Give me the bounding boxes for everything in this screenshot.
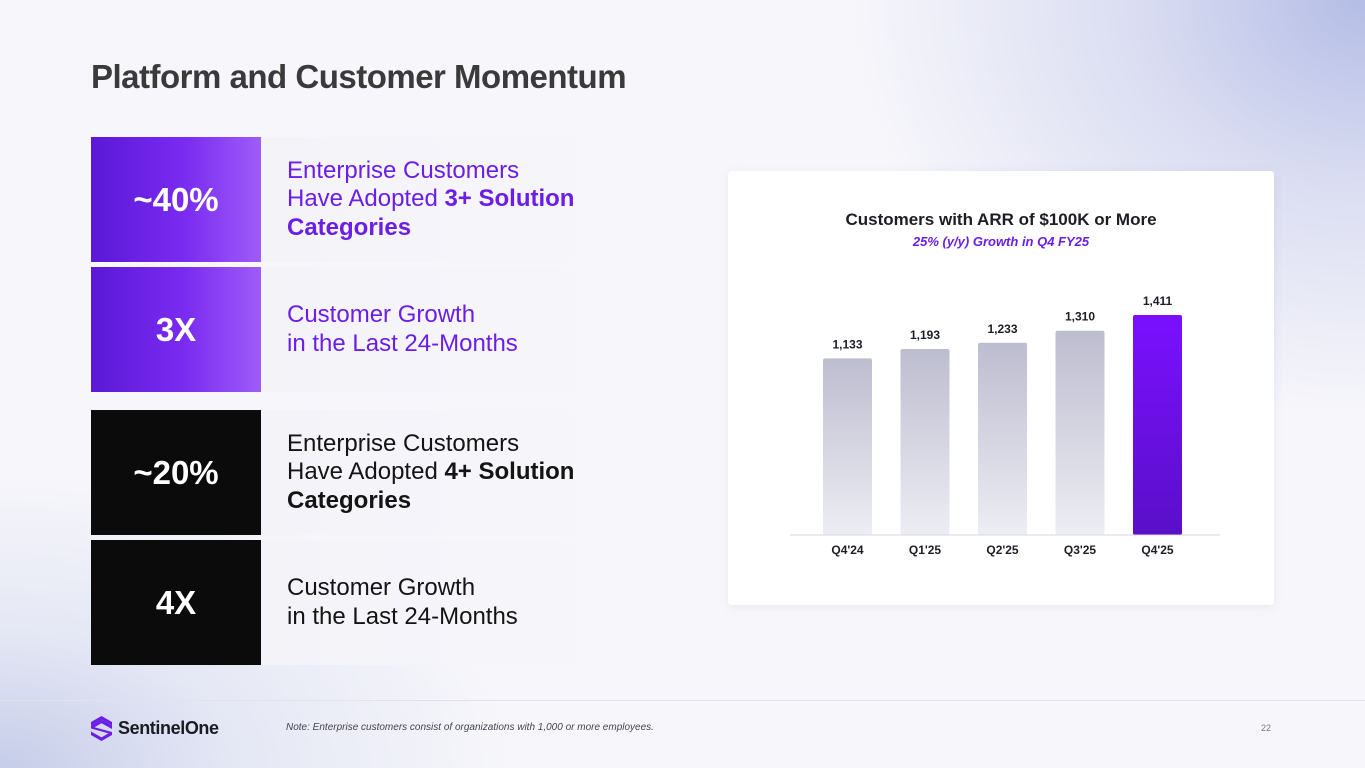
stat-desc-emphasis: Categories bbox=[287, 486, 412, 514]
stat-desc-line: in the Last 24-Months bbox=[287, 329, 518, 357]
footer-divider bbox=[0, 700, 1365, 701]
sentinelone-logo-icon bbox=[91, 716, 112, 741]
logo-text: SentinelOne bbox=[118, 718, 219, 738]
stat-desc-emphasis: 3+ Solution bbox=[444, 185, 575, 213]
x-tick-label: Q1'25 bbox=[909, 543, 942, 557]
data-label: 1,310 bbox=[1065, 310, 1095, 324]
x-tick-label: Q2'25 bbox=[986, 543, 1019, 557]
data-label: 1,233 bbox=[987, 322, 1017, 336]
stat-desc-text: Have Adopted bbox=[287, 185, 445, 213]
stat-desc-line: Customer Growth bbox=[287, 301, 476, 328]
stat-desc-line: Customer Growth bbox=[287, 574, 476, 601]
stat-desc-emphasis: 4+ Solution bbox=[444, 458, 575, 486]
stat-desc-line: Have Adopted 3+ Solution bbox=[287, 185, 627, 214]
stat-card-solution-adoption-3plus: ~40% Enterprise Customers Have Adopted 3… bbox=[91, 137, 637, 262]
x-tick-label: Q4'25 bbox=[1141, 543, 1174, 557]
data-label: 1,193 bbox=[910, 328, 940, 342]
x-tick-label: Q4'24 bbox=[831, 543, 864, 557]
stat-desc-line: Categories bbox=[287, 214, 627, 243]
x-tick-label: Q3'25 bbox=[1064, 543, 1097, 557]
bar-Q1'25 bbox=[900, 348, 950, 535]
footnote: Note: Enterprise customers consist of or… bbox=[286, 722, 654, 733]
stat-desc-line: Enterprise Customers bbox=[287, 429, 520, 457]
stat-description: Customer Growth in the Last 24-Months bbox=[287, 540, 627, 665]
chart-card: Customers with ARR of $100K or More 25% … bbox=[728, 171, 1274, 605]
data-label: 1,411 bbox=[1143, 294, 1173, 308]
stat-desc-line: in the Last 24-Months bbox=[287, 602, 518, 630]
stat-desc-text: Have Adopted bbox=[287, 458, 445, 486]
bar-Q3'25 bbox=[1055, 330, 1105, 535]
stat-description: Enterprise Customers Have Adopted 4+ Sol… bbox=[287, 410, 627, 535]
stat-card-customer-growth-3x: 3X Customer Growth in the Last 24-Months bbox=[91, 267, 637, 392]
chart-title: Customers with ARR of $100K or More bbox=[845, 210, 1157, 229]
bar-chart: 1,133 Q4'24 1,193 Q1'25 1,233 Q2'25 1,310 Q3'25… bbox=[790, 294, 1220, 557]
stat-card-solution-adoption-4plus: ~20% Enterprise Customers Have Adopted 4… bbox=[91, 410, 637, 535]
stat-description: Enterprise Customers Have Adopted 3+ Sol… bbox=[287, 137, 627, 262]
stat-desc-line: Have Adopted 4+ Solution bbox=[287, 458, 627, 487]
stat-value-badge: ~40% bbox=[91, 137, 261, 262]
stat-value-badge: ~20% bbox=[91, 410, 261, 535]
slide-title: Platform and Customer Momentum bbox=[91, 58, 627, 95]
data-label: 1,133 bbox=[832, 337, 862, 351]
page-number: 22 bbox=[1261, 723, 1272, 733]
stat-desc-emphasis: Categories bbox=[287, 213, 412, 241]
sentinelone-logo: SentinelOne bbox=[91, 716, 219, 741]
stat-value-badge: 4X bbox=[91, 540, 261, 665]
bar-Q4'24 bbox=[823, 358, 872, 535]
stat-desc-line: Enterprise Customers bbox=[287, 156, 520, 184]
stat-desc-line: Categories bbox=[287, 487, 627, 516]
stat-description: Customer Growth in the Last 24-Months bbox=[287, 267, 627, 392]
bar-Q2'25 bbox=[978, 342, 1027, 535]
stat-value-badge: 3X bbox=[91, 267, 261, 392]
chart-subtitle: 25% (y/y) Growth in Q4 FY25 bbox=[912, 234, 1090, 249]
stat-card-customer-growth-4x: 4X Customer Growth in the Last 24-Months bbox=[91, 540, 637, 665]
bar-Q4'25 bbox=[1133, 315, 1182, 535]
